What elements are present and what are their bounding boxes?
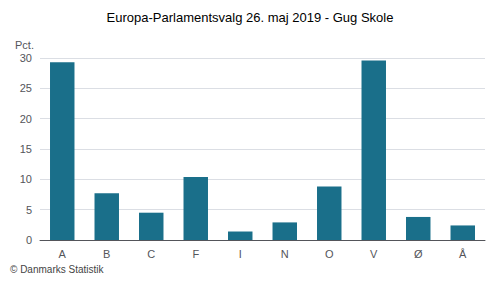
- svg-text:5: 5: [26, 204, 32, 216]
- svg-text:O: O: [325, 248, 334, 260]
- svg-text:F: F: [192, 248, 199, 260]
- svg-text:I: I: [239, 248, 242, 260]
- svg-text:Ø: Ø: [414, 248, 423, 260]
- svg-text:N: N: [281, 248, 289, 260]
- svg-text:Å: Å: [459, 248, 467, 260]
- svg-text:Europa-Parlamentsvalg 26. maj: Europa-Parlamentsvalg 26. maj 2019 - Gug…: [107, 10, 394, 25]
- svg-text:C: C: [147, 248, 155, 260]
- svg-text:10: 10: [20, 173, 32, 185]
- svg-text:30: 30: [20, 52, 32, 64]
- svg-text:15: 15: [20, 143, 32, 155]
- svg-text:25: 25: [20, 82, 32, 94]
- svg-text:20: 20: [20, 113, 32, 125]
- svg-text:© Danmarks Statistik: © Danmarks Statistik: [10, 264, 105, 275]
- svg-text:V: V: [370, 248, 378, 260]
- svg-text:Pct.: Pct.: [15, 39, 34, 51]
- svg-text:B: B: [103, 248, 110, 260]
- svg-text:0: 0: [26, 234, 32, 246]
- svg-text:A: A: [59, 248, 67, 260]
